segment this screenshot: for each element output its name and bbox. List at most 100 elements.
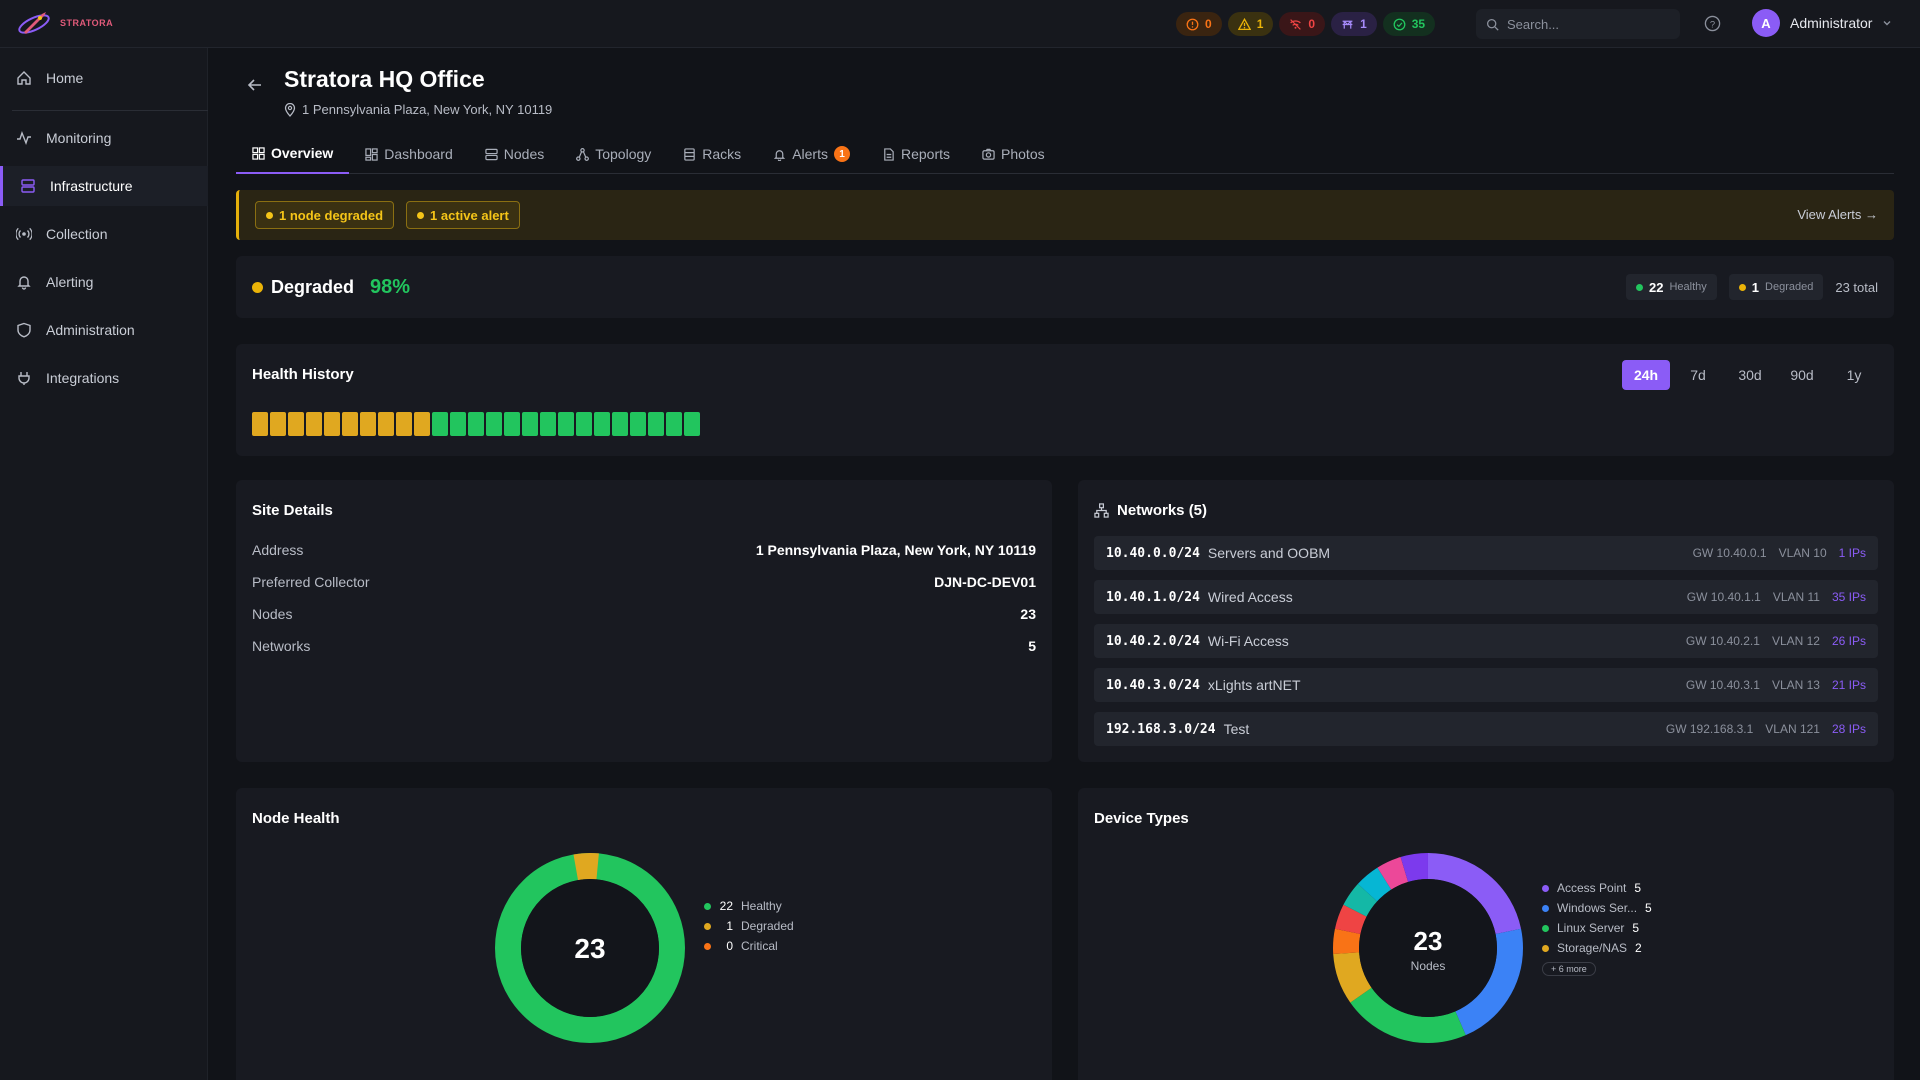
range-1y[interactable]: 1y — [1846, 367, 1862, 383]
network-ip-count[interactable]: 21 IPs — [1831, 678, 1866, 692]
status-pill-alert-circle[interactable]: 0 — [1176, 12, 1222, 36]
history-bar-healthy[interactable] — [684, 412, 700, 436]
help-button[interactable]: ? — [1704, 15, 1721, 35]
detail-key: Address — [252, 542, 304, 558]
tab-racks[interactable]: Racks — [667, 134, 757, 174]
history-bar-degraded[interactable] — [378, 412, 394, 436]
history-bar-healthy[interactable] — [612, 412, 628, 436]
history-bar-healthy[interactable] — [558, 412, 574, 436]
search-box[interactable] — [1476, 9, 1680, 39]
detail-value: 5 — [1028, 638, 1036, 654]
network-row[interactable]: 10.40.3.0/24 xLights artNET GW 10.40.3.1 VL… — [1094, 668, 1878, 702]
history-bar-degraded[interactable] — [360, 412, 376, 436]
healthy-dot — [1636, 283, 1644, 291]
history-bar-healthy[interactable] — [504, 412, 520, 436]
sidebar-item-label: Alerting — [46, 274, 94, 290]
history-bar-degraded[interactable] — [324, 412, 340, 436]
history-bar-healthy[interactable] — [576, 412, 592, 436]
legend-item-access-point: Access Point 5 — [1542, 878, 1659, 898]
banner-chip-1-active-alert[interactable]: 1 active alert — [406, 201, 520, 229]
sidebar-item-administration[interactable]: Administration — [0, 310, 208, 350]
network-row[interactable]: 10.40.1.0/24 Wired Access GW 10.40.1.1 VLAN… — [1094, 580, 1878, 614]
tab-photos[interactable]: Photos — [966, 134, 1061, 174]
sidebar-item-collection[interactable]: Collection — [0, 214, 208, 254]
history-bar-degraded[interactable] — [288, 412, 304, 436]
status-pill-warning[interactable]: 1 — [1227, 12, 1274, 36]
back-button[interactable] — [246, 76, 264, 97]
health-percent: 98% — [370, 275, 411, 298]
tab-dashboard[interactable]: Dashboard — [349, 134, 469, 174]
legend-count: 22 — [719, 899, 733, 913]
history-bar-healthy[interactable] — [522, 412, 538, 436]
history-bar-healthy[interactable] — [432, 412, 448, 436]
sidebar-item-infrastructure[interactable]: Infrastructure — [0, 166, 208, 206]
site-detail-address: Address 1 Pennsylvania Plaza, New York, N… — [252, 542, 1036, 558]
app-logo[interactable]: STRATORA — [16, 8, 113, 38]
detail-value: 23 — [1020, 606, 1036, 622]
sidebar-item-integrations[interactable]: Integrations — [0, 358, 208, 398]
site-address: 1 Pennsylvania Plaza, New York, NY 10119 — [284, 102, 552, 117]
network-row[interactable]: 10.40.0.0/24 Servers and OOBM GW 10.40.0.1… — [1094, 536, 1878, 570]
tab-alerts[interactable]: Alerts 1 — [757, 134, 866, 174]
legend-item-critical: 0 Critical — [704, 936, 794, 956]
range-24h[interactable]: 24h — [1622, 360, 1670, 390]
legend-label: Critical — [741, 939, 778, 953]
history-bar-healthy[interactable] — [540, 412, 556, 436]
history-bar-healthy[interactable] — [468, 412, 484, 436]
range-30d[interactable]: 30d — [1738, 367, 1762, 383]
tab-nodes[interactable]: Nodes — [469, 134, 560, 174]
legend-count: 1 — [726, 919, 733, 933]
legend-more-button[interactable]: + 6 more — [1542, 962, 1596, 976]
history-bar-healthy[interactable] — [486, 412, 502, 436]
disconnect-icon — [1290, 18, 1302, 30]
network-ip-count[interactable]: 35 IPs — [1831, 590, 1866, 604]
history-bar-degraded[interactable] — [342, 412, 358, 436]
history-bar-healthy[interactable] — [648, 412, 664, 436]
network-gateway: GW 10.40.3.1 — [1685, 678, 1760, 692]
status-card: Degraded 98% 22 Healthy 1 Degraded 23 to… — [236, 256, 1894, 318]
status-pill-maintenance[interactable]: 1 — [1331, 12, 1377, 36]
tab-label: Racks — [702, 146, 742, 162]
user-menu[interactable]: A Administrator — [1752, 9, 1892, 37]
legend-item-storage-nas: Storage/NAS 2 — [1542, 938, 1659, 958]
network-vlan: VLAN 12 — [1771, 634, 1820, 648]
history-bar-healthy[interactable] — [666, 412, 682, 436]
network-cidr: 192.168.3.0/24 — [1106, 721, 1216, 737]
tab-label: Nodes — [503, 146, 545, 162]
status-pill-check-circle[interactable]: 35 — [1382, 12, 1436, 36]
history-bar-degraded[interactable] — [252, 412, 268, 436]
history-bar-degraded[interactable] — [270, 412, 286, 436]
status-pill-disconnect[interactable]: 0 — [1279, 12, 1326, 36]
legend-label: Healthy — [741, 899, 782, 913]
donut-segment-other-1 — [1333, 853, 1523, 1043]
tab-overview[interactable]: Overview — [236, 134, 350, 174]
network-row[interactable]: 192.168.3.0/24 Test GW 192.168.3.1 VLAN 121… — [1094, 712, 1878, 746]
range-90d[interactable]: 90d — [1790, 367, 1814, 383]
networks-card: Networks (5) 10.40.0.0/24 Servers and OOB… — [1078, 480, 1894, 762]
history-bar-degraded[interactable] — [306, 412, 322, 436]
networks-title-text: Networks (5) — [1117, 502, 1208, 519]
banner-chip-1-node-degraded[interactable]: 1 node degraded — [255, 201, 395, 229]
search-input[interactable] — [1507, 16, 1667, 32]
healthy-label: Healthy — [1669, 281, 1707, 293]
view-alerts-link[interactable]: View Alerts → — [1797, 207, 1878, 222]
sidebar-item-alerting[interactable]: Alerting — [0, 262, 208, 302]
network-vlan: VLAN 121 — [1765, 722, 1820, 736]
history-bar-healthy[interactable] — [594, 412, 610, 436]
broadcast-icon — [16, 227, 32, 241]
legend-dot — [1542, 884, 1549, 892]
tab-reports[interactable]: Reports — [866, 134, 966, 174]
history-bar-healthy[interactable] — [450, 412, 466, 436]
range-7d[interactable]: 7d — [1690, 367, 1706, 383]
history-bar-degraded[interactable] — [414, 412, 430, 436]
network-ip-count[interactable]: 1 IPs — [1838, 546, 1866, 560]
tab-topology[interactable]: Topology — [560, 134, 667, 174]
network-ip-count[interactable]: 28 IPs — [1831, 722, 1866, 736]
history-bar-degraded[interactable] — [396, 412, 412, 436]
sidebar-item-home[interactable]: Home — [0, 58, 208, 98]
network-ip-count[interactable]: 26 IPs — [1831, 634, 1866, 648]
network-row[interactable]: 10.40.2.0/24 Wi-Fi Access GW 10.40.2.1 VLAN… — [1094, 624, 1878, 658]
history-bar-healthy[interactable] — [630, 412, 646, 436]
donut-segment-degraded — [495, 853, 685, 1043]
sidebar-item-monitoring[interactable]: Monitoring — [0, 118, 208, 158]
